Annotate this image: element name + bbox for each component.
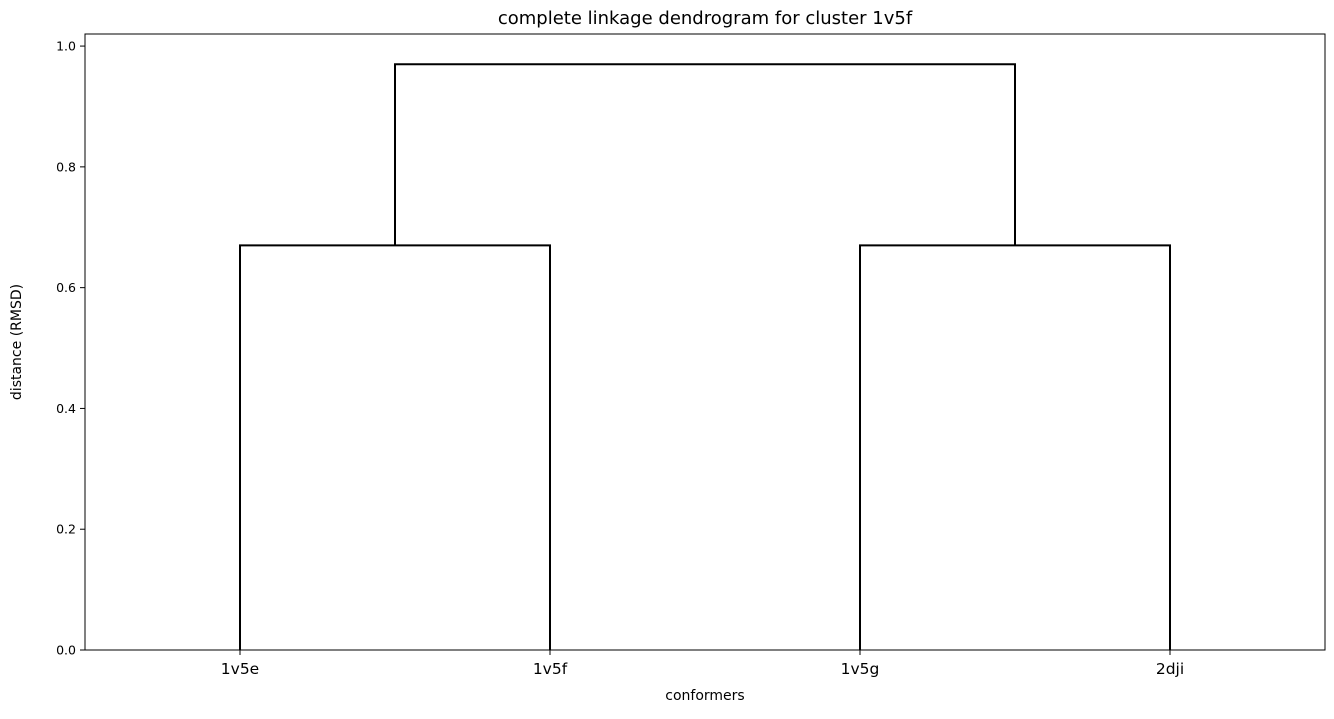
dendrogram-link-1 <box>239 244 551 650</box>
dendrogram-link-3 <box>394 63 1016 246</box>
y-tick-label: 0.8 <box>56 159 76 174</box>
leaf-label-1v5e: 1v5e <box>221 660 259 678</box>
y-tick-label: 0.2 <box>56 522 76 537</box>
y-axis-ticks: 0.0 0.2 0.4 0.6 0.8 1.0 <box>56 39 85 658</box>
y-tick-label: 0.6 <box>56 280 76 295</box>
x-axis-ticks: 1v5e 1v5f 1v5g 2dji <box>221 650 1184 678</box>
dendrogram-links <box>239 63 1171 650</box>
y-tick-label: 1.0 <box>56 39 76 54</box>
y-axis-label: distance (RMSD) <box>9 284 25 400</box>
x-axis-label: conformers <box>665 688 744 704</box>
chart-title: complete linkage dendrogram for cluster … <box>498 8 913 29</box>
y-tick-label: 0.4 <box>56 401 76 416</box>
leaf-label-2dji: 2dji <box>1156 660 1184 678</box>
leaf-label-1v5g: 1v5g <box>841 660 880 678</box>
dendrogram-link-2 <box>859 244 1171 650</box>
leaf-label-1v5f: 1v5f <box>533 660 568 678</box>
plot-frame <box>84 33 1326 651</box>
y-tick-label: 0.0 <box>56 643 76 658</box>
